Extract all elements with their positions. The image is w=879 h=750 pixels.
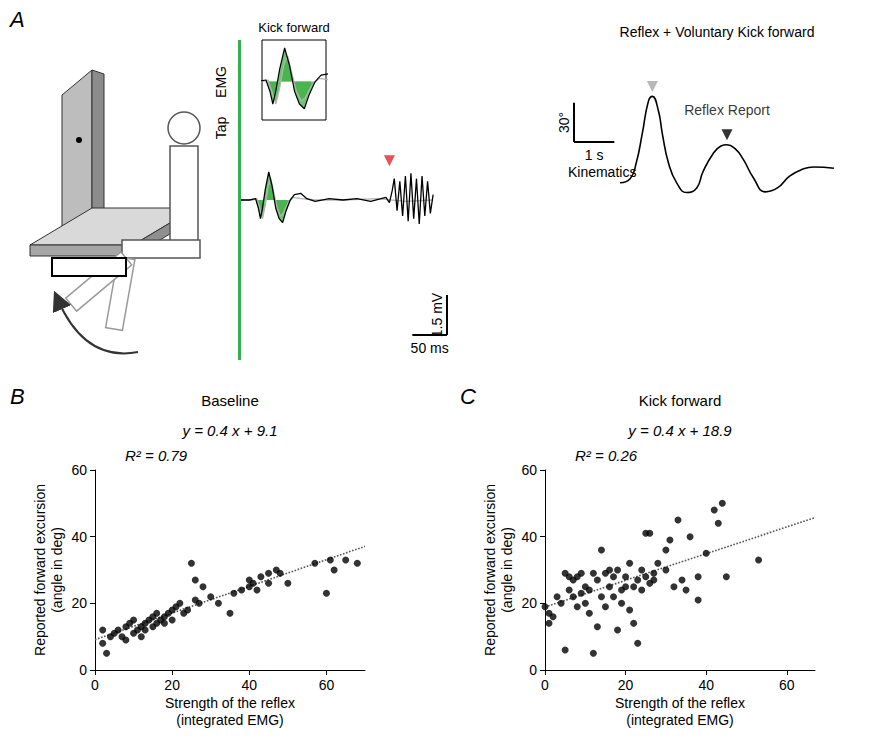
- svg-text:0: 0: [91, 677, 99, 693]
- svg-text:Kick forward: Kick forward: [258, 20, 330, 35]
- svg-text:R² = 0.79: R² = 0.79: [125, 447, 188, 464]
- svg-text:50 ms: 50 ms: [411, 340, 449, 356]
- svg-text:20: 20: [521, 595, 537, 611]
- svg-text:0: 0: [529, 662, 537, 678]
- svg-text:Strength of the reflex: Strength of the reflex: [615, 695, 745, 711]
- svg-text:(angle in deg): (angle in deg): [499, 527, 515, 613]
- svg-text:20: 20: [618, 677, 634, 693]
- svg-text:1 s: 1 s: [585, 147, 604, 163]
- svg-text:y = 0.4 x + 9.1: y = 0.4 x + 9.1: [181, 422, 277, 439]
- svg-text:40: 40: [71, 529, 87, 545]
- svg-text:Reported forward excursion: Reported forward excursion: [32, 484, 48, 656]
- svg-text:Reflex + Voluntary Kick forwar: Reflex + Voluntary Kick forward: [620, 24, 815, 40]
- svg-text:40: 40: [698, 677, 714, 693]
- svg-text:(integrated EMG): (integrated EMG): [176, 712, 283, 728]
- svg-text:R² = 0.26: R² = 0.26: [575, 447, 638, 464]
- svg-text:A: A: [8, 7, 25, 32]
- svg-text:Tap: Tap: [213, 117, 229, 140]
- svg-text:20: 20: [164, 677, 180, 693]
- svg-text:20: 20: [71, 595, 87, 611]
- svg-text:60: 60: [521, 462, 537, 478]
- svg-text:60: 60: [779, 677, 795, 693]
- svg-text:C: C: [460, 384, 476, 409]
- svg-text:60: 60: [319, 677, 335, 693]
- svg-text:B: B: [10, 384, 25, 409]
- svg-text:Baseline: Baseline: [201, 392, 259, 409]
- svg-text:Strength of the reflex: Strength of the reflex: [165, 695, 295, 711]
- svg-text:1.5 mV: 1.5 mV: [429, 292, 445, 337]
- svg-text:30°: 30°: [556, 112, 572, 133]
- svg-text:Kinematics: Kinematics: [568, 164, 636, 180]
- svg-text:EMG: EMG: [213, 66, 229, 98]
- svg-text:0: 0: [79, 662, 87, 678]
- svg-text:Kick forward: Kick forward: [639, 392, 722, 409]
- svg-text:Reflex Report: Reflex Report: [684, 102, 770, 118]
- svg-text:(integrated EMG): (integrated EMG): [626, 712, 733, 728]
- svg-text:(angle in deg): (angle in deg): [49, 527, 65, 613]
- svg-text:Reported forward excursion: Reported forward excursion: [482, 484, 498, 656]
- svg-text:60: 60: [71, 462, 87, 478]
- svg-text:y = 0.4 x + 18.9: y = 0.4 x + 18.9: [627, 422, 732, 439]
- svg-text:40: 40: [241, 677, 257, 693]
- svg-text:40: 40: [521, 529, 537, 545]
- svg-text:0: 0: [541, 677, 549, 693]
